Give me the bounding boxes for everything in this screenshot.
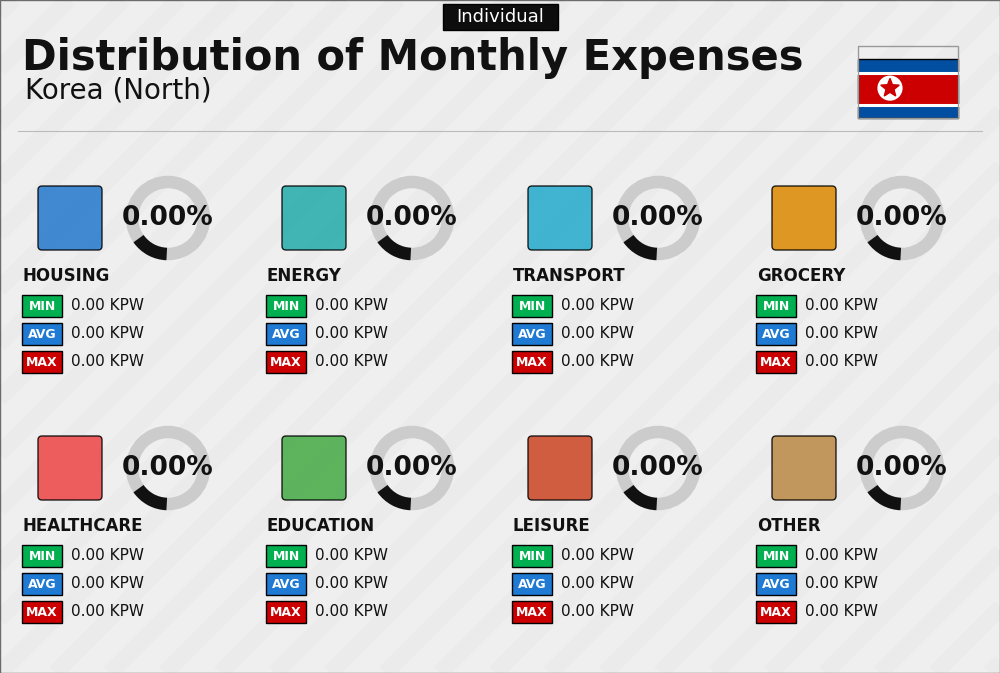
Text: 0.00 KPW: 0.00 KPW — [561, 299, 634, 314]
Text: MIN: MIN — [272, 549, 300, 563]
FancyBboxPatch shape — [22, 601, 62, 623]
Text: 0.00 KPW: 0.00 KPW — [71, 355, 144, 369]
Text: 0.00 KPW: 0.00 KPW — [315, 355, 388, 369]
FancyBboxPatch shape — [512, 601, 552, 623]
Text: MAX: MAX — [760, 606, 792, 618]
FancyBboxPatch shape — [22, 323, 62, 345]
Text: 0.00 KPW: 0.00 KPW — [805, 326, 878, 341]
Text: 0.00 KPW: 0.00 KPW — [71, 577, 144, 592]
Text: Individual: Individual — [456, 8, 544, 26]
Circle shape — [877, 75, 903, 101]
FancyBboxPatch shape — [858, 73, 958, 105]
Text: 0.00 KPW: 0.00 KPW — [561, 548, 634, 563]
Text: 0.00 KPW: 0.00 KPW — [561, 577, 634, 592]
FancyBboxPatch shape — [772, 436, 836, 500]
Text: 0.00 KPW: 0.00 KPW — [315, 326, 388, 341]
Text: MAX: MAX — [516, 355, 548, 369]
FancyBboxPatch shape — [22, 351, 62, 373]
FancyBboxPatch shape — [756, 323, 796, 345]
FancyBboxPatch shape — [266, 351, 306, 373]
Text: 0.00 KPW: 0.00 KPW — [805, 604, 878, 620]
Text: AVG: AVG — [28, 328, 56, 341]
Text: TRANSPORT: TRANSPORT — [513, 267, 626, 285]
Text: Distribution of Monthly Expenses: Distribution of Monthly Expenses — [22, 37, 804, 79]
Text: 0.00%: 0.00% — [122, 205, 214, 231]
Text: 0.00 KPW: 0.00 KPW — [315, 577, 388, 592]
Text: HOUSING: HOUSING — [23, 267, 110, 285]
Text: Korea (North): Korea (North) — [25, 77, 212, 105]
FancyBboxPatch shape — [512, 323, 552, 345]
Text: AVG: AVG — [762, 328, 790, 341]
Text: 0.00 KPW: 0.00 KPW — [71, 326, 144, 341]
Text: 0.00 KPW: 0.00 KPW — [561, 604, 634, 620]
FancyBboxPatch shape — [756, 295, 796, 317]
Text: 0.00 KPW: 0.00 KPW — [71, 548, 144, 563]
Text: MIN: MIN — [272, 299, 300, 312]
Text: 0.00%: 0.00% — [366, 205, 458, 231]
Text: MIN: MIN — [762, 549, 790, 563]
FancyBboxPatch shape — [266, 573, 306, 595]
FancyBboxPatch shape — [22, 295, 62, 317]
FancyBboxPatch shape — [528, 436, 592, 500]
FancyBboxPatch shape — [38, 186, 102, 250]
FancyBboxPatch shape — [22, 545, 62, 567]
Text: 0.00 KPW: 0.00 KPW — [315, 604, 388, 620]
Text: 0.00%: 0.00% — [366, 455, 458, 481]
FancyBboxPatch shape — [282, 436, 346, 500]
Text: 0.00 KPW: 0.00 KPW — [805, 577, 878, 592]
Text: AVG: AVG — [272, 328, 300, 341]
Text: AVG: AVG — [272, 577, 300, 590]
FancyBboxPatch shape — [528, 186, 592, 250]
FancyBboxPatch shape — [22, 573, 62, 595]
FancyBboxPatch shape — [858, 105, 958, 118]
Text: 0.00 KPW: 0.00 KPW — [561, 355, 634, 369]
FancyBboxPatch shape — [512, 573, 552, 595]
Text: MIN: MIN — [762, 299, 790, 312]
Text: GROCERY: GROCERY — [757, 267, 845, 285]
Text: MAX: MAX — [760, 355, 792, 369]
Text: MAX: MAX — [270, 606, 302, 618]
FancyBboxPatch shape — [512, 545, 552, 567]
Text: MIN: MIN — [518, 549, 546, 563]
Text: MAX: MAX — [270, 355, 302, 369]
Text: 0.00%: 0.00% — [856, 455, 948, 481]
FancyBboxPatch shape — [756, 545, 796, 567]
FancyBboxPatch shape — [772, 186, 836, 250]
Text: 0.00%: 0.00% — [612, 455, 704, 481]
FancyBboxPatch shape — [756, 601, 796, 623]
FancyBboxPatch shape — [282, 186, 346, 250]
Text: MIN: MIN — [518, 299, 546, 312]
FancyBboxPatch shape — [266, 545, 306, 567]
Text: 0.00%: 0.00% — [856, 205, 948, 231]
Text: AVG: AVG — [518, 577, 546, 590]
FancyBboxPatch shape — [266, 323, 306, 345]
FancyBboxPatch shape — [512, 295, 552, 317]
Text: 0.00 KPW: 0.00 KPW — [315, 299, 388, 314]
Text: 0.00%: 0.00% — [122, 455, 214, 481]
Text: LEISURE: LEISURE — [513, 517, 591, 535]
Text: AVG: AVG — [518, 328, 546, 341]
Polygon shape — [881, 78, 899, 96]
Text: AVG: AVG — [28, 577, 56, 590]
FancyBboxPatch shape — [512, 351, 552, 373]
Text: 0.00 KPW: 0.00 KPW — [805, 548, 878, 563]
Text: EDUCATION: EDUCATION — [267, 517, 375, 535]
FancyBboxPatch shape — [266, 601, 306, 623]
Text: 0.00 KPW: 0.00 KPW — [805, 299, 878, 314]
Text: MAX: MAX — [26, 606, 58, 618]
Text: 0.00 KPW: 0.00 KPW — [561, 326, 634, 341]
Text: 0.00 KPW: 0.00 KPW — [71, 604, 144, 620]
Text: OTHER: OTHER — [757, 517, 821, 535]
FancyBboxPatch shape — [756, 351, 796, 373]
Text: 0.00 KPW: 0.00 KPW — [71, 299, 144, 314]
FancyBboxPatch shape — [858, 59, 958, 73]
Text: 0.00%: 0.00% — [612, 205, 704, 231]
FancyBboxPatch shape — [442, 4, 558, 30]
Text: HEALTHCARE: HEALTHCARE — [23, 517, 144, 535]
Text: ENERGY: ENERGY — [267, 267, 342, 285]
Text: 0.00 KPW: 0.00 KPW — [315, 548, 388, 563]
Text: 0.00 KPW: 0.00 KPW — [805, 355, 878, 369]
Text: AVG: AVG — [762, 577, 790, 590]
FancyBboxPatch shape — [756, 573, 796, 595]
